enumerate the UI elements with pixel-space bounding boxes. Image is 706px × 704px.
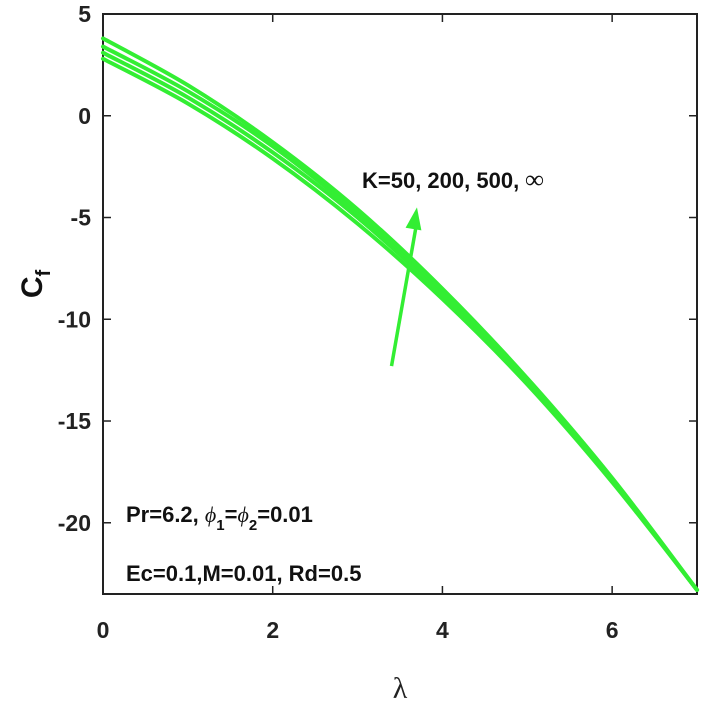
annotation-k-values: K=50, 200, 500, ∞ [362,165,544,194]
annotation-arrow [389,207,422,367]
series-line-4 [101,36,699,592]
y-axis-label: Cf [16,270,55,299]
annotation-params-line1: Pr=6.2, ϕ1=ϕ2=0.01 [126,502,313,534]
y-tick-label: -15 [58,408,91,434]
y-tick-label: 0 [78,103,91,129]
y-tick-label: -20 [58,510,91,536]
arrow-shaft [389,221,419,367]
arrow-head [405,207,422,231]
x-tick-label: 0 [97,617,110,643]
x-tick-label: 6 [606,617,619,643]
x-tick-label: 2 [266,617,279,643]
y-axis-ticks: 5 0 -5 -10 -15 -20 [58,1,697,536]
x-axis-label: λ [393,672,408,704]
x-tick-label: 4 [436,617,449,643]
y-tick-label: 5 [78,1,91,27]
plot-area [102,13,698,595]
annotation-params-line2: Ec=0.1,M=0.01, Rd=0.5 [126,561,361,586]
y-tick-label: -5 [71,205,92,231]
x-axis-ticks: 0 2 4 6 [97,14,619,643]
y-tick-label: -10 [58,306,91,332]
series-group [101,36,699,592]
